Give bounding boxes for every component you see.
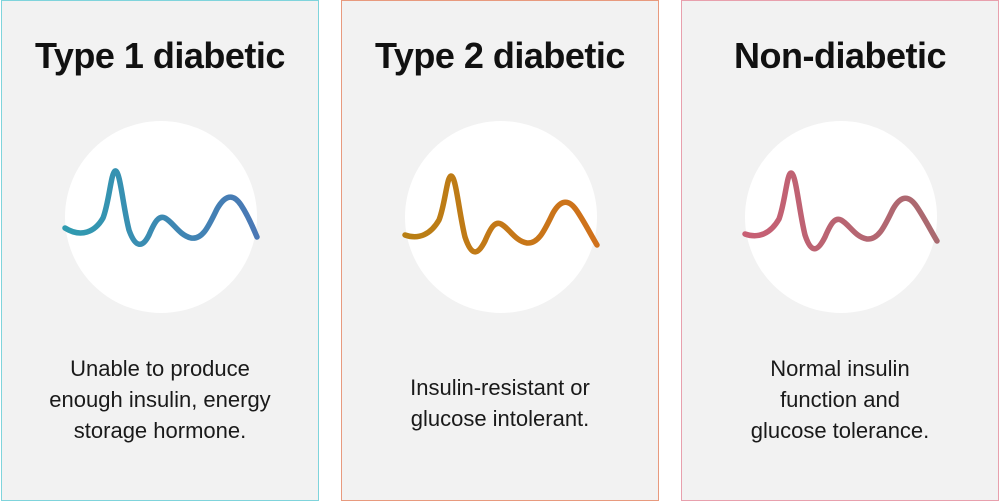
glucose-wave-line	[402, 173, 600, 255]
type-1-title: Type 1 diabetic	[35, 35, 285, 76]
type-1-diabetic-panel: Type 1 diabetic Unable to produce enough…	[1, 0, 319, 501]
glucose-wave-line	[62, 168, 260, 247]
description-line: function and	[780, 387, 900, 412]
description-line: storage hormone.	[73, 418, 247, 443]
glucose-wave-icon	[742, 121, 940, 313]
description-line: enough insulin, energy	[49, 387, 271, 412]
description-line: Insulin-resistant or	[410, 375, 590, 400]
glucose-wave-icon	[62, 121, 260, 313]
description-line: glucose intolerant.	[410, 406, 590, 431]
type-2-diabetic-panel: Type 2 diabetic Insulin-resistant or glu…	[341, 0, 659, 501]
type-1-description: Unable to produce enough insulin, energy…	[12, 353, 308, 446]
description-line: Normal insulin	[770, 356, 910, 381]
non-diabetic-description: Normal insulin function and glucose tole…	[692, 353, 988, 446]
description-line: Unable to produce	[70, 356, 250, 381]
description-line: glucose tolerance.	[750, 418, 930, 443]
non-diabetic-panel: Non-diabetic Normal insulin function and…	[681, 0, 999, 501]
type-2-title: Type 2 diabetic	[375, 35, 625, 76]
wave-circle-background	[745, 121, 937, 313]
type-2-description: Insulin-resistant or glucose intolerant.	[352, 372, 648, 434]
wave-circle-background	[405, 121, 597, 313]
glucose-wave-line	[742, 170, 940, 252]
glucose-wave-icon	[402, 121, 600, 313]
non-diabetic-title: Non-diabetic	[733, 35, 947, 76]
